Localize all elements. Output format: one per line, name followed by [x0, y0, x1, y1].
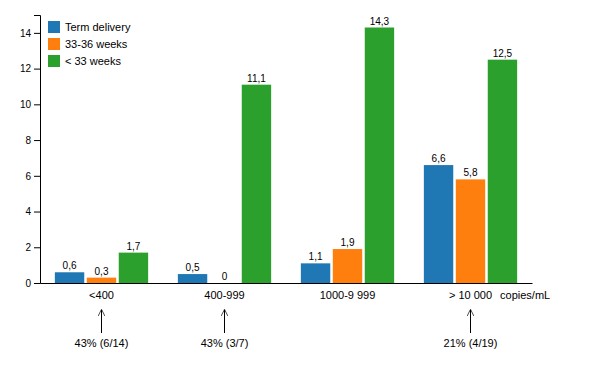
y-tick: 6 — [25, 171, 40, 182]
y-tick: 4 — [25, 206, 40, 217]
bar — [178, 274, 207, 283]
y-tick-label: 8 — [25, 135, 31, 146]
legend-item: < 33 weeks — [48, 55, 121, 67]
data-label: 11,1 — [247, 73, 266, 84]
annotations: 43% (6/14) 43% (3/7) 21% (4/19) — [75, 310, 498, 349]
x-tick-label: 1000-9 999 — [320, 289, 376, 301]
y-tick-label: 2 — [25, 242, 31, 253]
data-label: 0,6 — [63, 260, 77, 271]
data-label: 1,7 — [126, 241, 140, 252]
x-axis-label: copies/mL — [500, 289, 550, 301]
annotation-arrow — [224, 310, 225, 333]
x-tick-label: > 10 000 — [449, 289, 492, 301]
y-tick-mark — [34, 140, 40, 141]
data-label: 0 — [222, 271, 228, 282]
bar — [242, 85, 271, 283]
x-axis-line — [41, 283, 533, 284]
x-tick: 1000-9 999 — [320, 283, 376, 301]
y-tick: 8 — [25, 135, 40, 146]
bar — [55, 272, 84, 283]
data-label: 0,3 — [95, 266, 109, 277]
y-tick-mark — [34, 104, 40, 105]
y-tick-label: 14 — [20, 28, 32, 39]
x-tick: 400-999 — [204, 283, 244, 301]
y-tick-mark — [34, 247, 40, 248]
y-tick: 2 — [25, 242, 40, 253]
bar — [119, 253, 148, 283]
y-tick-mark — [34, 69, 40, 70]
bar — [424, 165, 453, 283]
y-tick-label: 4 — [25, 206, 31, 217]
legend-label: < 33 weeks — [65, 55, 121, 67]
x-tick: <400 — [89, 283, 114, 301]
legend-item: Term delivery — [48, 21, 131, 33]
bar — [488, 60, 517, 283]
y-tick-label: 0 — [25, 278, 31, 289]
legend-label: 33-36 weeks — [65, 38, 128, 50]
x-tick-label: 400-999 — [204, 289, 244, 301]
annotation-arrow — [101, 310, 102, 333]
y-tick-label: 10 — [20, 99, 32, 110]
x-axis: <400 400-999 1000-9 999 > 10 000 copies/mL — [41, 283, 551, 301]
chart: 0 2 4 6 8 10 12 14 <400 400-999 1000-9 999 > 10 000… — [0, 0, 602, 365]
y-tick: 12 — [20, 63, 40, 74]
bar — [365, 28, 394, 283]
y-tick-label: 12 — [20, 63, 32, 74]
y-tick-mark — [34, 176, 40, 177]
bar — [456, 179, 485, 283]
data-label: 14,3 — [370, 16, 390, 27]
y-tick: 0 — [25, 278, 40, 289]
bar — [210, 283, 239, 284]
data-label: 6,6 — [432, 153, 446, 164]
y-tick: 14 — [20, 28, 40, 39]
data-labels: 0,6 0,5 1,1 6,6 0,3 0 1,9 5,8 1,7 11,1 14,3 12,5 — [63, 16, 513, 282]
data-label: 1,9 — [341, 237, 355, 248]
annotation-text: 43% (3/7) — [201, 337, 249, 349]
bar — [301, 263, 330, 283]
bar — [333, 249, 362, 283]
annotation-text: 43% (6/14) — [75, 337, 129, 349]
legend: Term delivery 33-36 weeks < 33 weeks — [48, 21, 131, 67]
y-tick-mark — [34, 212, 40, 213]
y-tick-label: 6 — [25, 171, 31, 182]
legend-swatch — [48, 38, 60, 50]
y-tick-mark — [34, 33, 40, 34]
data-label: 5,8 — [464, 167, 478, 178]
y-tick: 10 — [20, 99, 40, 110]
y-axis: 0 2 4 6 8 10 12 14 — [20, 16, 41, 289]
annotation-text: 21% (4/19) — [444, 337, 498, 349]
data-label: 1,1 — [309, 251, 323, 262]
y-tick-mark — [34, 283, 40, 284]
legend-swatch — [48, 21, 60, 33]
x-tick-label: <400 — [89, 289, 114, 301]
annotation-arrow — [470, 310, 471, 333]
plot: 0 2 4 6 8 10 12 14 <400 400-999 1000-9 999 > 10 000… — [20, 16, 550, 350]
data-label: 0,5 — [186, 262, 200, 273]
legend-swatch — [48, 55, 60, 67]
x-tick: > 10 000 — [449, 283, 492, 301]
legend-item: 33-36 weeks — [48, 38, 128, 50]
y-axis-line — [34, 16, 41, 284]
data-label: 12,5 — [493, 48, 513, 59]
bar — [87, 278, 116, 283]
bars — [55, 28, 517, 283]
legend-label: Term delivery — [65, 21, 131, 33]
